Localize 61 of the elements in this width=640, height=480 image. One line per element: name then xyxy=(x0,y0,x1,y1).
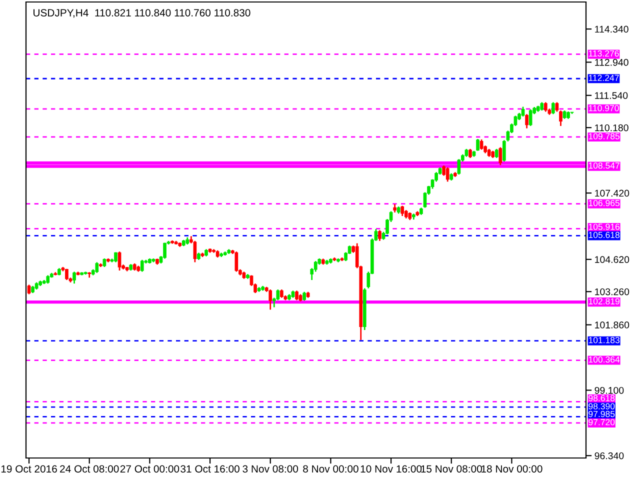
x-tick-label: 8 Nov 00:00 xyxy=(303,465,358,473)
ref-line-label: 113.276 xyxy=(588,50,619,57)
x-tick-label: 31 Oct 16:00 xyxy=(180,465,240,473)
candlestick xyxy=(498,146,502,166)
y-tick-label: 96.340 xyxy=(594,452,624,460)
ref-line-label: 105.618 xyxy=(588,232,620,238)
y-tick-label: 114.340 xyxy=(595,26,628,33)
candlestick xyxy=(295,290,298,301)
y-tick-label: 111.540 xyxy=(595,92,628,99)
text: USDJPY,H4 110.821 110.840 110.760 110.830 xyxy=(34,9,250,18)
ref-line-label: 100.364 xyxy=(588,356,620,363)
candlestick xyxy=(140,259,144,272)
ref-line-label: 101.183 xyxy=(588,337,620,344)
candlestick xyxy=(268,288,272,310)
candlestick xyxy=(476,138,480,152)
candlestick xyxy=(457,158,461,176)
candlestick xyxy=(544,102,548,112)
ref-line-label: 112.247 xyxy=(588,74,619,81)
ref-line-label: 97.985 xyxy=(588,410,615,418)
candlestick xyxy=(446,166,450,182)
candlestick xyxy=(27,284,31,295)
ref-line-label: 102.819 xyxy=(588,298,620,304)
ref-line-label: 98.390 xyxy=(588,403,615,410)
candlestick xyxy=(494,148,498,159)
y-tick-label: 112.940 xyxy=(595,58,628,66)
y-tick-label: 99.100 xyxy=(594,386,624,394)
candlestick xyxy=(528,108,532,127)
x-tick-label: 18 Nov 00:00 xyxy=(482,465,542,473)
candlestick xyxy=(193,240,197,263)
x-tick-label: 3 Nov 08:00 xyxy=(242,465,298,473)
candlestick xyxy=(378,230,382,242)
y-tick-label: 101.860 xyxy=(595,322,630,328)
x-tick-label: 15 Nov 08:00 xyxy=(421,465,482,473)
candlestick xyxy=(480,138,484,150)
ref-line-label: 106.965 xyxy=(588,200,620,206)
candlestick xyxy=(72,271,76,284)
candlestick xyxy=(118,250,122,272)
x-tick-label: 19 Oct 2016 xyxy=(1,465,57,473)
candlestick xyxy=(521,106,525,118)
candlestick xyxy=(555,102,559,112)
y-tick-label: 110.180 xyxy=(595,124,628,132)
y-tick-label: 103.260 xyxy=(595,288,630,296)
x-tick-label: 27 Oct 00:00 xyxy=(120,465,180,473)
y-tick-label: 104.620 xyxy=(595,256,630,264)
candlestick xyxy=(400,205,404,217)
candlestick xyxy=(163,242,166,260)
ref-line-label: 108.547 xyxy=(588,162,620,169)
candlestick xyxy=(525,113,528,130)
x-tick-label: 10 Nov 16:00 xyxy=(360,465,422,473)
ref-line-label: 105.916 xyxy=(588,224,620,230)
x-tick-label: 24 Oct 08:00 xyxy=(60,465,119,473)
candlestick xyxy=(95,262,99,274)
candlestick xyxy=(552,102,555,115)
candlestick xyxy=(559,110,562,127)
ref-line-label: 109.785 xyxy=(588,133,620,140)
ref-line-label: 97.720 xyxy=(588,419,615,426)
ref-line-label: 110.970 xyxy=(588,105,619,112)
candlestick xyxy=(234,250,238,272)
ref-line-label: 98.618 xyxy=(588,394,615,402)
candlestick xyxy=(468,148,472,159)
y-tick-label: 107.420 xyxy=(595,190,630,197)
